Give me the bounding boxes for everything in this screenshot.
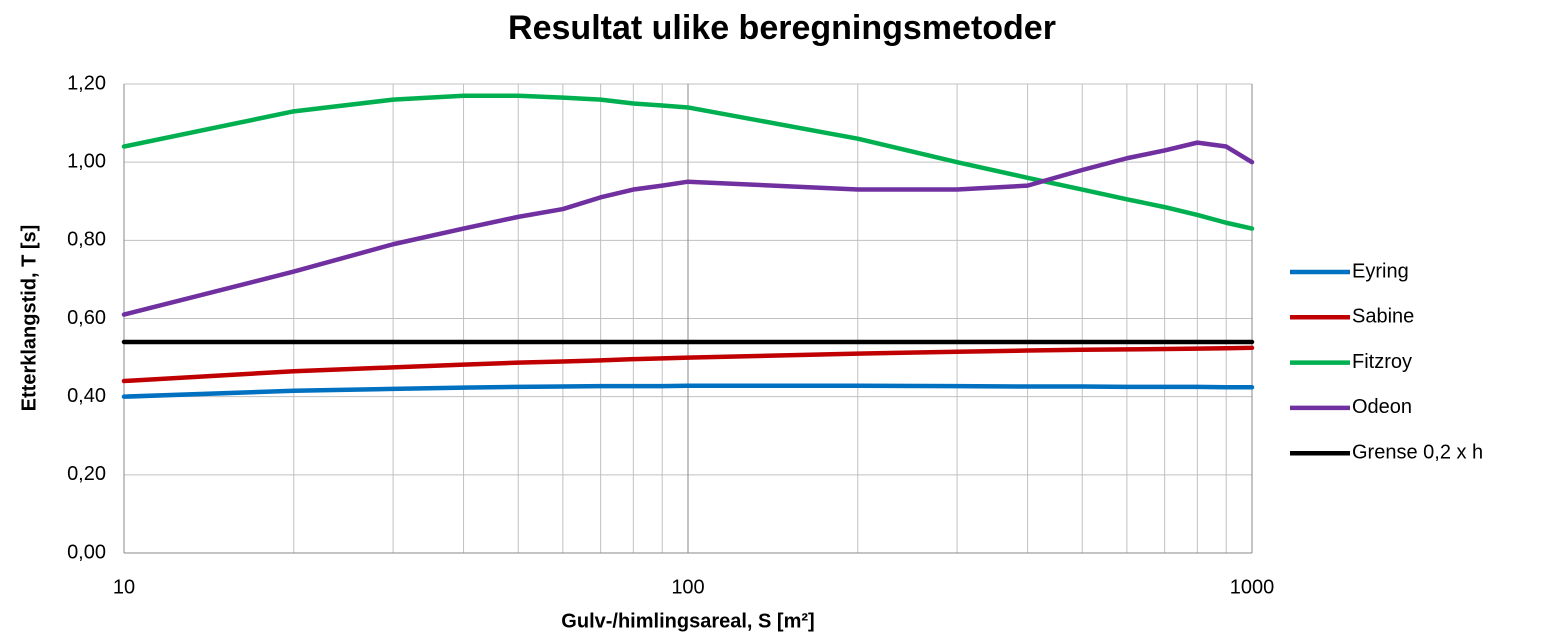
legend-label: Fitzroy	[1352, 351, 1412, 373]
legend-label: Sabine	[1352, 306, 1414, 328]
legend-label: Eyring	[1352, 260, 1409, 282]
series-line	[121, 93, 1255, 231]
y-tick-label: 1,20	[67, 72, 106, 94]
y-axis-label: Etterklangstid, T [s]	[18, 225, 40, 412]
y-tick-label: 0,80	[67, 229, 106, 251]
y-tick-label: 0,20	[67, 463, 106, 485]
x-tick-label: 100	[671, 576, 704, 598]
x-tick-label: 1000	[1230, 576, 1275, 598]
series-line	[121, 345, 1255, 384]
chart-title: Resultat ulike beregningsmetoder	[508, 9, 1056, 47]
x-tick-label: 10	[113, 576, 135, 598]
y-tick-label: 1,00	[67, 150, 106, 172]
legend-label: Grense 0,2 x h	[1352, 441, 1483, 463]
legend-label: Odeon	[1352, 396, 1412, 418]
series-line	[121, 383, 1255, 399]
y-tick-label: 0,40	[67, 385, 106, 407]
x-axis-label: Gulv-/himlingsareal, S [m²]	[561, 610, 814, 632]
series-line	[121, 140, 1255, 317]
y-tick-label: 0,00	[67, 541, 106, 563]
y-tick-label: 0,60	[67, 307, 106, 329]
